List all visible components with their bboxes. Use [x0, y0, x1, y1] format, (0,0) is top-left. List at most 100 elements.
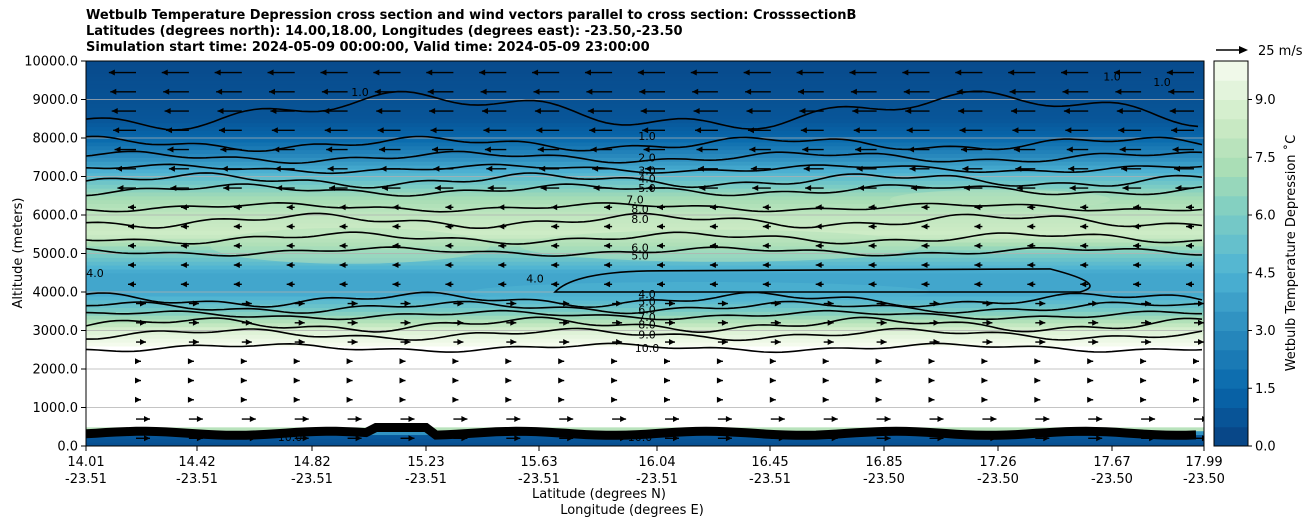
wind-vector-head: [695, 127, 702, 134]
wind-vector-head: [921, 204, 928, 211]
field-band: [86, 342, 1204, 347]
wind-vector-head: [445, 281, 452, 288]
wind-vector-head: [986, 300, 993, 307]
wind-vector-head: [716, 396, 723, 403]
contour-line: [86, 212, 1203, 229]
colorbar-segment: [1214, 215, 1248, 235]
wind-vector-head: [884, 435, 891, 442]
wind-vector-head: [1080, 262, 1087, 269]
wind-vector-head: [128, 223, 134, 230]
contour-line: [86, 135, 1203, 152]
wind-vector-head: [1065, 127, 1072, 134]
wind-vector-head: [620, 435, 627, 442]
wind-vector-head: [539, 165, 546, 172]
wind-vector-head: [762, 223, 769, 230]
field-band: [86, 122, 1204, 128]
field-band: [86, 318, 1204, 324]
wind-vector-head: [1145, 319, 1152, 326]
wind-vector-head: [374, 88, 381, 95]
wind-vector-head: [928, 377, 935, 384]
field-band: [86, 357, 1204, 362]
wind-vector-head: [903, 88, 910, 95]
wind-vector-head: [880, 300, 887, 307]
field-band: [86, 303, 1204, 308]
contour-label: 8.0: [631, 213, 649, 226]
wind-vector-head: [558, 377, 565, 384]
x-tick-label-lat: 16.45: [751, 455, 788, 470]
wind-vector-head: [822, 377, 829, 384]
wind-vector-head: [822, 358, 829, 365]
wind-vector-head: [1027, 223, 1034, 230]
wind-vector-head: [815, 262, 822, 269]
y-axis-label: Altitude (meters): [11, 198, 26, 309]
wind-vector-head: [1115, 88, 1122, 95]
field-band: [86, 80, 1204, 85]
wind-vector-head: [408, 416, 415, 423]
wind-vector-head: [1122, 185, 1129, 192]
wind-vector-head: [1027, 262, 1034, 269]
wind-vector-head: [323, 108, 330, 115]
wind-vector-head: [445, 262, 452, 269]
wind-vector-head: [1087, 377, 1094, 384]
wind-vector-head: [640, 108, 647, 115]
wind-vector-head: [1118, 127, 1125, 134]
wind-vector-head: [868, 204, 875, 211]
wind-vector-head: [716, 377, 723, 384]
wind-vector-head: [220, 146, 227, 153]
wind-vector-head: [293, 377, 300, 384]
wind-vector-head: [928, 358, 935, 365]
colorbar-segment: [1214, 388, 1248, 408]
field-band: [86, 138, 1204, 143]
wind-vector-head: [1016, 185, 1023, 192]
field-band: [86, 345, 1204, 351]
wind-vector-head: [604, 223, 611, 230]
field-band: [86, 145, 1204, 151]
wind-vector-head: [928, 396, 935, 403]
wind-vector-head: [514, 435, 521, 442]
wind-vector-head: [551, 242, 558, 249]
wind-vector-head: [868, 242, 875, 249]
wind-vector-head: [852, 108, 859, 115]
wind-vector-head: [164, 108, 171, 115]
wind-vector-head: [233, 281, 240, 288]
wind-vector-head: [168, 165, 175, 172]
wind-vector-head: [1198, 339, 1204, 346]
wind-vector-head: [320, 69, 327, 76]
wind-vector-head: [604, 242, 611, 249]
wind-vector-head: [192, 300, 199, 307]
contour-line: [86, 201, 1203, 213]
wind-vector-head: [1092, 319, 1099, 326]
wind-vector-head: [461, 416, 468, 423]
wind-vector-head: [586, 88, 593, 95]
field-band: [86, 72, 1204, 77]
wind-vector-head: [135, 396, 141, 403]
wind-vector-head: [505, 396, 512, 403]
wind-vector-head: [657, 242, 663, 249]
wind-vector-head: [1034, 377, 1041, 384]
contour-label: 5.0: [638, 182, 656, 195]
wind-vector-head: [128, 262, 134, 269]
contour-line: [86, 342, 1203, 354]
field-band: [86, 164, 1204, 170]
wind-vector-head: [1113, 69, 1120, 76]
quiver-key: 25 m/s: [1216, 44, 1303, 59]
wind-vector-head: [604, 281, 611, 288]
field-band: [86, 384, 1204, 389]
wind-vector-head: [981, 358, 988, 365]
contour-label: 6.0: [631, 242, 649, 255]
wind-vector-head: [990, 416, 997, 423]
wind-vector-head: [1087, 396, 1094, 403]
contour-label: 4.0: [638, 288, 656, 301]
contour-lines: [86, 90, 1203, 440]
colorbar-segment: [1214, 407, 1248, 428]
wind-vector-head: [974, 223, 981, 230]
wind-vector-head: [404, 339, 411, 346]
contour-line: [86, 150, 1203, 164]
wind-vector-head: [1198, 300, 1204, 307]
wind-vector-head: [286, 223, 293, 230]
wind-vector-head: [286, 262, 293, 269]
wind-vector-head: [769, 377, 776, 384]
wind-vector-head: [1149, 416, 1156, 423]
wind-vector-head: [399, 377, 406, 384]
